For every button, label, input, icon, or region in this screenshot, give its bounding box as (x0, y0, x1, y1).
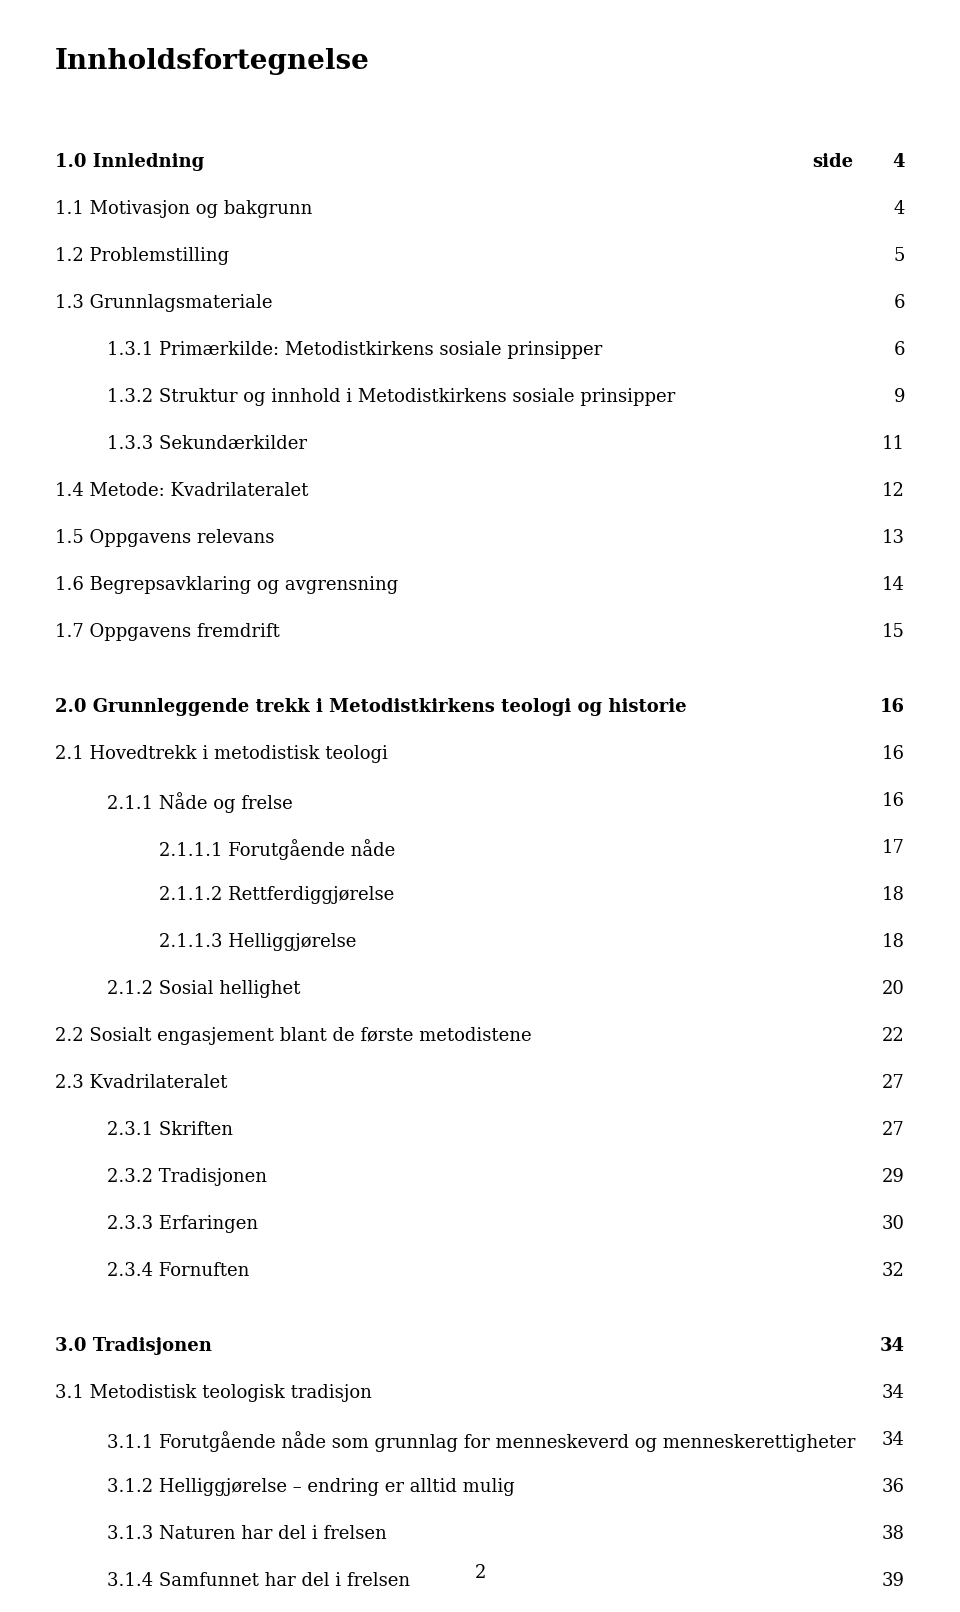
Text: 12: 12 (882, 482, 905, 500)
Text: 1.7 Oppgavens fremdrift: 1.7 Oppgavens fremdrift (55, 622, 279, 642)
Text: 1.2 Problemstilling: 1.2 Problemstilling (55, 247, 229, 264)
Text: 30: 30 (882, 1215, 905, 1233)
Text: 1.6 Begrepsavklaring og avgrensning: 1.6 Begrepsavklaring og avgrensning (55, 575, 398, 593)
Text: 1.0 Innledning: 1.0 Innledning (55, 153, 204, 171)
Text: 27: 27 (882, 1120, 905, 1140)
Text: 4: 4 (894, 200, 905, 218)
Text: 2.3 Kvadrilateralet: 2.3 Kvadrilateralet (55, 1074, 228, 1091)
Text: 16: 16 (880, 698, 905, 716)
Text: 15: 15 (882, 622, 905, 642)
Text: 3.1.2 Helliggjørelse – endring er alltid mulig: 3.1.2 Helliggjørelse – endring er alltid… (107, 1478, 515, 1496)
Text: 1.3 Grunnlagsmateriale: 1.3 Grunnlagsmateriale (55, 293, 273, 313)
Text: 32: 32 (882, 1262, 905, 1280)
Text: 34: 34 (882, 1385, 905, 1402)
Text: 3.1 Metodistisk teologisk tradisjon: 3.1 Metodistisk teologisk tradisjon (55, 1385, 372, 1402)
Text: 3.1.3 Naturen har del i frelsen: 3.1.3 Naturen har del i frelsen (107, 1525, 387, 1543)
Text: 34: 34 (880, 1336, 905, 1356)
Text: 3.1.4 Samfunnet har del i frelsen: 3.1.4 Samfunnet har del i frelsen (107, 1572, 410, 1589)
Text: 1.4 Metode: Kvadrilateralet: 1.4 Metode: Kvadrilateralet (55, 482, 308, 500)
Text: 2.3.1 Skriften: 2.3.1 Skriften (107, 1120, 233, 1140)
Text: 11: 11 (882, 435, 905, 453)
Text: 16: 16 (882, 791, 905, 809)
Text: 5: 5 (894, 247, 905, 264)
Text: 4: 4 (893, 153, 905, 171)
Text: 16: 16 (882, 745, 905, 762)
Text: 1.3.1 Primærkilde: Metodistkirkens sosiale prinsipper: 1.3.1 Primærkilde: Metodistkirkens sosia… (107, 342, 602, 359)
Text: 13: 13 (882, 529, 905, 546)
Text: 3.1.1 Forutgående nåde som grunnlag for menneskeverd og menneskerettigheter: 3.1.1 Forutgående nåde som grunnlag for … (107, 1431, 855, 1452)
Text: 1.1 Motivasjon og bakgrunn: 1.1 Motivasjon og bakgrunn (55, 200, 312, 218)
Text: 22: 22 (882, 1027, 905, 1045)
Text: 20: 20 (882, 980, 905, 998)
Text: 2.3.4 Fornuften: 2.3.4 Fornuften (107, 1262, 250, 1280)
Text: 2.1.1.2 Rettferdiggjørelse: 2.1.1.2 Rettferdiggjørelse (159, 887, 395, 904)
Text: 34: 34 (882, 1431, 905, 1449)
Text: 27: 27 (882, 1074, 905, 1091)
Text: 2.2 Sosialt engasjement blant de første metodistene: 2.2 Sosialt engasjement blant de første … (55, 1027, 532, 1045)
Text: 6: 6 (894, 293, 905, 313)
Text: 14: 14 (882, 575, 905, 593)
Text: 17: 17 (882, 838, 905, 858)
Text: 29: 29 (882, 1169, 905, 1186)
Text: 1.5 Oppgavens relevans: 1.5 Oppgavens relevans (55, 529, 275, 546)
Text: 1.3.3 Sekundærkilder: 1.3.3 Sekundærkilder (107, 435, 307, 453)
Text: 2.1.1.1 Forutgående nåde: 2.1.1.1 Forutgående nåde (159, 838, 396, 859)
Text: 6: 6 (894, 342, 905, 359)
Text: 9: 9 (894, 388, 905, 406)
Text: 2.3.3 Erfaringen: 2.3.3 Erfaringen (107, 1215, 258, 1233)
Text: 2: 2 (474, 1564, 486, 1581)
Text: 2.3.2 Tradisjonen: 2.3.2 Tradisjonen (107, 1169, 267, 1186)
Text: 3.0 Tradisjonen: 3.0 Tradisjonen (55, 1336, 212, 1356)
Text: Innholdsfortegnelse: Innholdsfortegnelse (55, 48, 370, 76)
Text: 18: 18 (882, 933, 905, 951)
Text: 1.3.2 Struktur og innhold i Metodistkirkens sosiale prinsipper: 1.3.2 Struktur og innhold i Metodistkirk… (107, 388, 675, 406)
Text: 36: 36 (882, 1478, 905, 1496)
Text: 2.1.1 Nåde og frelse: 2.1.1 Nåde og frelse (107, 791, 293, 812)
Text: 2.1.2 Sosial hellighet: 2.1.2 Sosial hellighet (107, 980, 300, 998)
Text: 2.0 Grunnleggende trekk i Metodistkirkens teologi og historie: 2.0 Grunnleggende trekk i Metodistkirken… (55, 698, 686, 716)
Text: 18: 18 (882, 887, 905, 904)
Text: 39: 39 (882, 1572, 905, 1589)
Text: side: side (812, 153, 853, 171)
Text: 2.1.1.3 Helliggjørelse: 2.1.1.3 Helliggjørelse (159, 933, 356, 951)
Text: 38: 38 (882, 1525, 905, 1543)
Text: 2.1 Hovedtrekk i metodistisk teologi: 2.1 Hovedtrekk i metodistisk teologi (55, 745, 388, 762)
